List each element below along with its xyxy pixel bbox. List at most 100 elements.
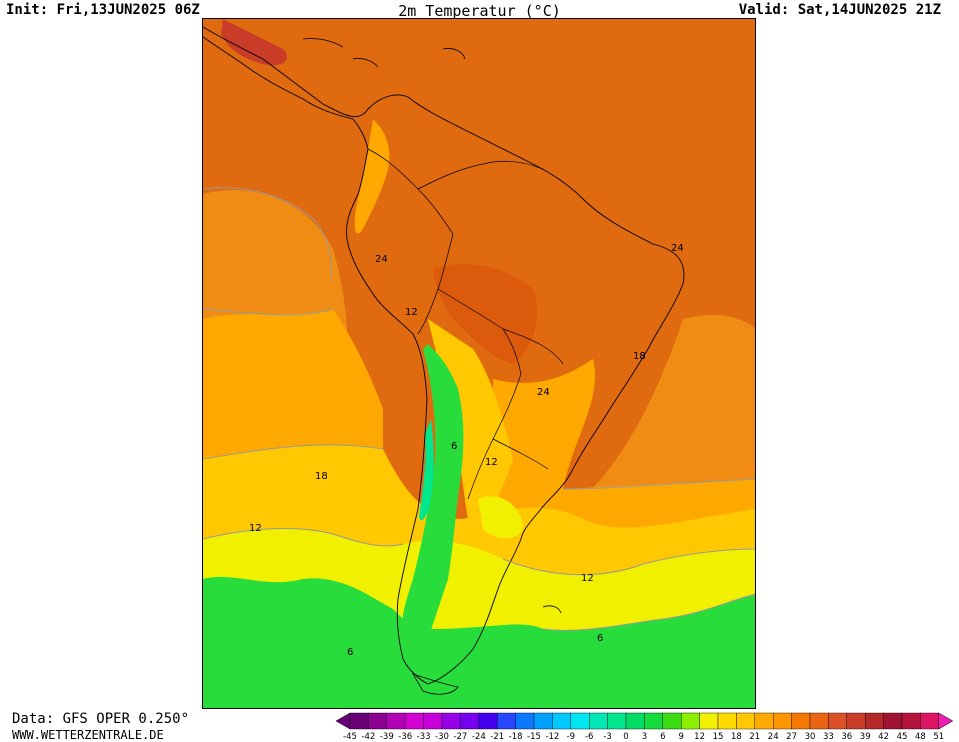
legend-tick-label: 21 xyxy=(749,732,760,741)
legend-tick-label: -24 xyxy=(472,732,486,741)
legend-tick-label: -33 xyxy=(417,732,431,741)
falkland-islands xyxy=(542,605,562,614)
legend-tick-label: 30 xyxy=(805,732,816,741)
legend-swatch xyxy=(920,712,940,730)
legend-swatch xyxy=(865,712,884,730)
isotherm-line xyxy=(203,187,332,280)
legend-swatch xyxy=(699,712,719,730)
legend-tick-label: 39 xyxy=(860,732,871,741)
isotherm-line xyxy=(502,548,755,576)
legend-tick-label: 3 xyxy=(642,732,647,741)
contour-label: 12 xyxy=(581,573,594,584)
map-canvas: 24 12 24 24 18 6 12 18 12 12 6 6 xyxy=(203,19,755,708)
legend-swatch xyxy=(478,712,498,730)
legend-tick-label: -6 xyxy=(585,732,593,741)
legend-tick-label: -39 xyxy=(380,732,394,741)
legend-swatch xyxy=(552,712,571,730)
website-label[interactable]: WWW.WETTERZENTRALE.DE xyxy=(12,728,164,742)
data-source-label: Data: GFS OPER 0.250° xyxy=(12,711,190,727)
color-scale-legend: -45 -42 -39 -36 -33 -30 -27 -24 -21 -18 -15 -12 -9 -6… xyxy=(335,712,954,741)
legend-tick-label: -30 xyxy=(435,732,449,741)
legend-swatch xyxy=(607,712,627,730)
legend-tick-label: -3 xyxy=(603,732,611,741)
legend-tick-label: 18 xyxy=(731,732,742,741)
legend-swatch xyxy=(423,712,443,730)
legend-swatch xyxy=(496,712,516,730)
legend-tick-label: 36 xyxy=(841,732,852,741)
legend-tick-label: 9 xyxy=(678,732,683,741)
brazil-hot-spot xyxy=(433,264,537,364)
contour-label: 12 xyxy=(249,523,262,534)
andes-band-green xyxy=(401,344,464,669)
band-green-ocean xyxy=(203,576,755,708)
legend-ticks: -45 -42 -39 -36 -33 -30 -27 -24 -21 -18 -15 -12 -9 -6… xyxy=(343,732,944,741)
legend-swatch xyxy=(644,712,663,730)
legend-tick-label: 24 xyxy=(768,732,779,741)
legend-tick-label: 6 xyxy=(660,732,665,741)
contour-label: 12 xyxy=(485,457,498,468)
legend-tick-label: 15 xyxy=(713,732,724,741)
contour-label: 12 xyxy=(405,307,418,318)
legend-swatch xyxy=(460,712,480,730)
contour-label: 18 xyxy=(633,351,646,362)
legend-tick-label: -18 xyxy=(509,732,523,741)
legend-swatch xyxy=(754,712,774,730)
legend-tick-label: 33 xyxy=(823,732,834,741)
init-time-label: Init: Fri,13JUN2025 06Z xyxy=(6,2,200,18)
tierra-del-fuego xyxy=(412,673,459,695)
legend-tick-label: -9 xyxy=(567,732,575,741)
legend-swatch xyxy=(662,712,682,730)
valid-time-label: Valid: Sat,14JUN2025 21Z xyxy=(738,2,941,18)
coastline xyxy=(203,26,685,685)
legend-tick-label: 45 xyxy=(897,732,908,741)
andes-band-cyan xyxy=(419,419,434,521)
legend-swatch xyxy=(736,712,755,730)
legend-swatch xyxy=(717,712,737,730)
legend-swatch xyxy=(404,712,424,730)
legend-arrow-left xyxy=(335,712,351,730)
legend-tick-label: -27 xyxy=(453,732,467,741)
patagonia-yellow xyxy=(478,496,523,539)
temperature-map[interactable]: 24 12 24 24 18 6 12 18 12 12 6 6 xyxy=(202,18,756,709)
legend-swatch xyxy=(368,712,388,730)
legend-swatch xyxy=(791,712,811,730)
isotherm-line xyxy=(203,308,334,316)
contour-label: 24 xyxy=(375,254,388,265)
isotherm-line xyxy=(562,478,755,490)
legend-tick-label: -12 xyxy=(545,732,559,741)
legend-tick-label: 27 xyxy=(786,732,797,741)
legend-swatch xyxy=(349,712,369,730)
legend-swatch xyxy=(441,712,461,730)
legend-tick-label: 12 xyxy=(694,732,705,741)
contour-label: 6 xyxy=(451,441,457,452)
legend-tick-label: 51 xyxy=(933,732,944,741)
legend-swatch xyxy=(515,712,535,730)
isotherm-line xyxy=(203,444,384,460)
colombia-andes-yellow xyxy=(354,119,390,234)
central-america-red xyxy=(221,19,287,66)
legend-tick-label: -21 xyxy=(490,732,504,741)
legend-swatch xyxy=(901,712,921,730)
legend-tick-label: 48 xyxy=(915,732,926,741)
legend-swatch xyxy=(828,712,847,730)
contour-label: 18 xyxy=(315,471,328,482)
contour-label: 6 xyxy=(347,647,353,658)
legend-tick-label: -45 xyxy=(343,732,357,741)
contour-label: 24 xyxy=(537,387,550,398)
legend-tick-label: 0 xyxy=(623,732,628,741)
legend-swatch xyxy=(846,712,866,730)
country-borders xyxy=(367,148,564,500)
legend-swatch xyxy=(570,712,590,730)
isotherm-line xyxy=(203,528,404,547)
legend-swatch xyxy=(588,712,608,730)
contour-label: 6 xyxy=(597,633,603,644)
legend-swatch xyxy=(681,712,700,730)
legend-tick-label: -36 xyxy=(398,732,412,741)
legend-swatch xyxy=(533,712,553,730)
legend-swatch xyxy=(883,712,903,730)
legend-swatch xyxy=(773,712,792,730)
legend-swatch xyxy=(386,712,406,730)
isotherm-line xyxy=(542,593,755,631)
legend-tick-label: -42 xyxy=(361,732,375,741)
contour-label: 24 xyxy=(671,243,684,254)
